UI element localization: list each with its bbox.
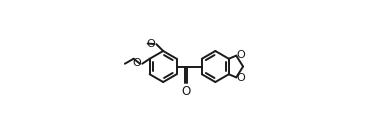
Text: O: O	[132, 58, 141, 68]
Text: O: O	[146, 39, 155, 49]
Text: O: O	[237, 73, 246, 83]
Text: O: O	[237, 50, 246, 60]
Text: O: O	[182, 85, 191, 98]
